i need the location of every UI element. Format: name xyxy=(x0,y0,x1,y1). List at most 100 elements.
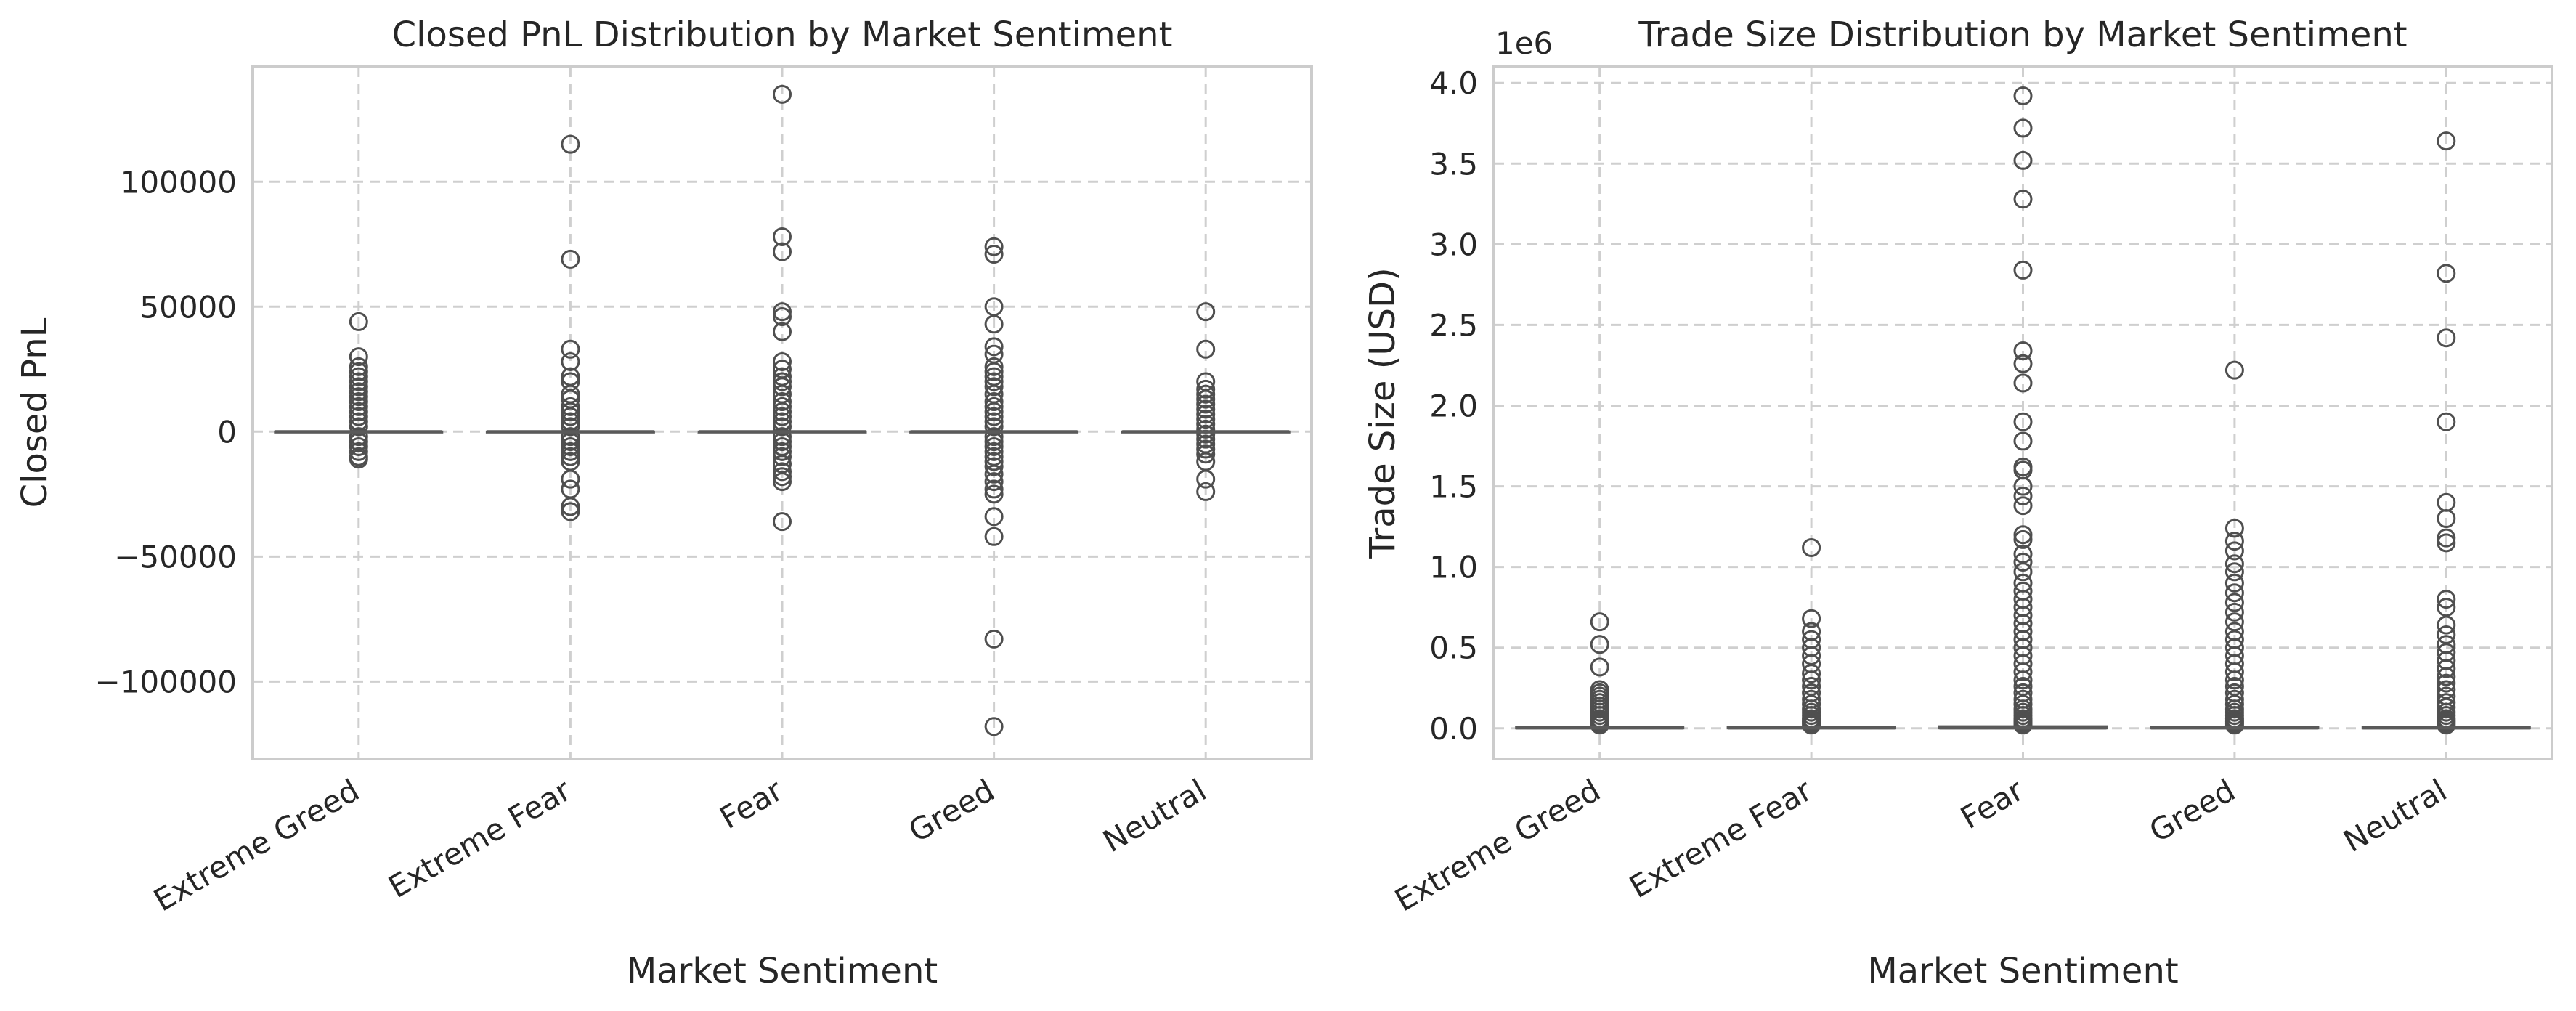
outlier-point xyxy=(2437,131,2456,151)
outlier-point xyxy=(2437,328,2456,348)
outlier-point xyxy=(1196,379,1216,399)
outlier-point xyxy=(2013,86,2033,105)
outlier-point xyxy=(984,357,1004,376)
outlier-point xyxy=(1196,444,1216,464)
outlier-point xyxy=(561,447,580,466)
outlier-point xyxy=(2013,715,2033,735)
outlier-point xyxy=(561,442,580,461)
outlier-point xyxy=(984,484,1004,504)
outlier-point xyxy=(1802,670,1821,690)
outlier-point xyxy=(984,402,1004,421)
y-tick-label: 4.0 xyxy=(1429,65,1478,101)
outlier-point xyxy=(773,412,792,431)
x-tick-label: Fear xyxy=(714,772,789,836)
x-tick-label: Neutral xyxy=(2338,772,2453,859)
outlier-point xyxy=(349,312,368,331)
outlier-point xyxy=(2013,341,2033,360)
outlier-point xyxy=(2013,486,2033,506)
box-neutral xyxy=(1121,302,1291,501)
outlier-point xyxy=(984,527,1004,546)
box-extreme-fear xyxy=(1726,537,1896,735)
outlier-point xyxy=(349,372,368,391)
outlier-point xyxy=(561,502,580,521)
outlier-point xyxy=(984,472,1004,492)
outlier-point xyxy=(349,450,368,469)
outlier-point xyxy=(773,512,792,532)
outlier-point xyxy=(561,134,580,154)
outlier-point xyxy=(2224,541,2244,561)
outlier-point xyxy=(2013,412,2033,431)
outlier-point xyxy=(349,397,368,416)
outlier-point xyxy=(2224,573,2244,593)
outlier-point xyxy=(2437,715,2456,735)
outlier-point xyxy=(1196,405,1216,424)
outlier-point xyxy=(349,387,368,407)
outlier-point xyxy=(2437,673,2456,693)
outlier-point xyxy=(2013,529,2033,549)
outlier-point xyxy=(984,717,1004,736)
outlier-point xyxy=(1802,537,1821,557)
outlier-point xyxy=(2224,562,2244,582)
outlier-point xyxy=(773,397,792,416)
y-tick-label: 1.0 xyxy=(1429,550,1478,585)
outlier-point xyxy=(773,307,792,327)
outlier-point xyxy=(773,322,792,341)
outlier-point xyxy=(984,362,1004,381)
outlier-point xyxy=(2224,583,2244,603)
outlier-point xyxy=(773,472,792,492)
outlier-point xyxy=(984,377,1004,397)
x-tick-label: Fear xyxy=(1954,772,2030,836)
y-axis-label: Trade Size (USD) xyxy=(1362,267,1403,559)
x-tick-label: Extreme Fear xyxy=(1623,772,1818,905)
outlier-point xyxy=(1590,715,1609,735)
outlier-point xyxy=(1802,664,1821,683)
outlier-point xyxy=(773,402,792,421)
subplot-1: −100000 −50000 0 50000 100000 Extreme Greed Ex… xyxy=(15,15,1313,991)
outlier-point xyxy=(2013,354,2033,373)
outlier-point xyxy=(984,427,1004,447)
axes-frame xyxy=(1492,65,2553,760)
outlier-point xyxy=(561,417,580,437)
y-tick-label: 2.5 xyxy=(1429,307,1478,343)
outlier-point xyxy=(1196,339,1216,359)
outlier-point xyxy=(1196,424,1216,444)
outlier-point xyxy=(773,377,792,397)
outlier-point xyxy=(984,397,1004,416)
outlier-point xyxy=(1196,389,1216,409)
y-axis-label: Closed PnL xyxy=(15,317,55,508)
box-fear xyxy=(697,84,867,532)
outlier-point xyxy=(349,367,368,386)
outlier-point xyxy=(2437,615,2456,635)
outlier-point xyxy=(1802,609,1821,628)
outlier-point xyxy=(2013,190,2033,209)
outlier-point xyxy=(1196,482,1216,501)
outlier-point xyxy=(1196,439,1216,459)
box-extreme-fear xyxy=(485,134,655,521)
outlier-point xyxy=(2013,552,2033,572)
outlier-point xyxy=(984,407,1004,426)
outlier-point xyxy=(1590,612,1609,632)
outlier-point xyxy=(773,372,792,391)
y-tick-label: 2.0 xyxy=(1429,389,1478,424)
box-extreme-greed xyxy=(1515,612,1685,735)
outlier-point xyxy=(773,407,792,426)
outlier-point xyxy=(561,407,580,426)
outlier-point xyxy=(2013,562,2033,582)
outlier-point xyxy=(2224,602,2244,622)
outlier-point xyxy=(984,412,1004,431)
outlier-point xyxy=(2224,662,2244,682)
outlier-point xyxy=(2437,667,2456,686)
y-tick-label: −50000 xyxy=(114,539,237,574)
outlier-point xyxy=(349,392,368,412)
outlier-point xyxy=(349,382,368,402)
outlier-point xyxy=(1196,399,1216,419)
outlier-point xyxy=(2224,360,2244,380)
outlier-point xyxy=(984,372,1004,391)
y-tick-label: 100000 xyxy=(121,164,237,200)
outlier-point xyxy=(1196,469,1216,489)
outlier-point xyxy=(349,412,368,431)
outlier-point xyxy=(2437,509,2456,529)
outlier-point xyxy=(561,402,580,421)
box-neutral xyxy=(2361,131,2531,735)
